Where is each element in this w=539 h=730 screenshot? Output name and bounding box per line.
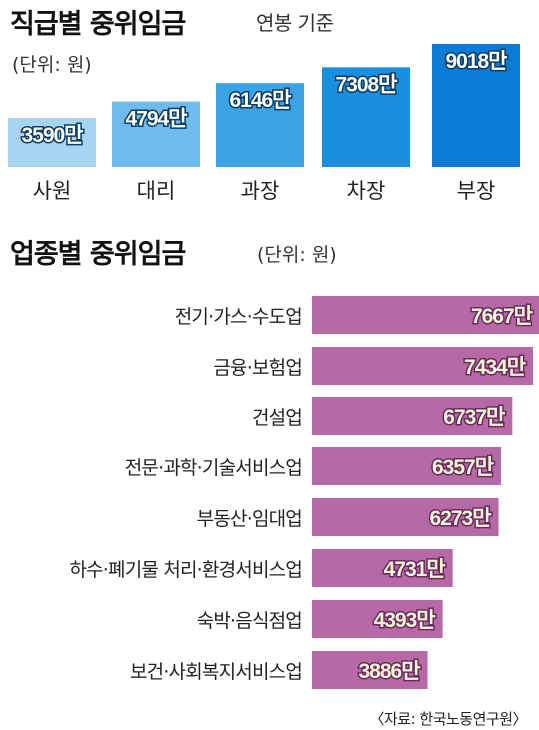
source-note: 〈자료: 한국노동연구원〉 xyxy=(369,710,527,728)
industry-value-label: 7434만 xyxy=(464,356,526,379)
industry-value-label: 4393만 xyxy=(374,609,436,632)
industry-bar xyxy=(312,296,539,334)
industry-value-label: 6357만 xyxy=(432,456,494,479)
industry-category-label: 건설업 xyxy=(252,407,302,429)
rank-category-label: 사원 xyxy=(33,179,72,203)
industry-category-label: 금융·보험업 xyxy=(213,357,302,379)
industry-bar xyxy=(312,651,428,689)
industry-bar xyxy=(312,600,443,638)
rank-category-label: 부장 xyxy=(457,179,496,203)
rank-category-label: 과장 xyxy=(241,179,280,203)
industry-value-label: 7667만 xyxy=(471,305,533,328)
industry-bar xyxy=(312,397,513,435)
rank-chart-title: 직급별 중위임금 xyxy=(10,9,186,40)
rank-category-label: 차장 xyxy=(347,179,386,203)
rank-value-label: 9018만 xyxy=(445,50,507,73)
rank-bar xyxy=(322,67,410,167)
industry-value-label: 6737만 xyxy=(443,406,505,429)
rank-value-label: 3590만 xyxy=(21,124,83,147)
rank-category-label: 대리 xyxy=(137,179,176,203)
rank-bar xyxy=(432,44,520,167)
rank-value-label: 7308만 xyxy=(335,73,397,96)
industry-category-label: 보건·사회복지서비스업 xyxy=(130,661,302,683)
industry-category-label: 하수·폐기물 처리·환경서비스업 xyxy=(69,559,302,581)
industry-value-label: 4731만 xyxy=(384,558,446,581)
industry-category-label: 전문·과학·기술서비스업 xyxy=(125,457,302,479)
rank-value-label: 4794만 xyxy=(125,108,187,131)
industry-chart-unit: (단위: 원) xyxy=(257,244,337,266)
rank-bar xyxy=(8,118,96,167)
industry-bar xyxy=(312,549,453,587)
industry-value-label: 6273만 xyxy=(429,507,491,530)
industry-category-label: 숙박·음식점업 xyxy=(197,610,302,632)
rank-value-label: 6146만 xyxy=(229,89,291,112)
industry-bar xyxy=(312,498,499,536)
industry-chart-title: 업종별 중위임금 xyxy=(10,239,186,270)
industry-value-label: 3886만 xyxy=(359,660,421,683)
industry-bar xyxy=(312,347,534,385)
rank-chart-unit: (단위: 원) xyxy=(12,54,92,76)
industry-category-label: 전기·가스·수도업 xyxy=(175,306,302,328)
rank-bar xyxy=(216,83,304,167)
rank-bar xyxy=(112,101,200,167)
industry-category-label: 부동산·임대업 xyxy=(197,508,302,530)
rank-chart-subtitle: 연봉 기준 xyxy=(256,11,334,35)
industry-bar xyxy=(312,447,502,485)
